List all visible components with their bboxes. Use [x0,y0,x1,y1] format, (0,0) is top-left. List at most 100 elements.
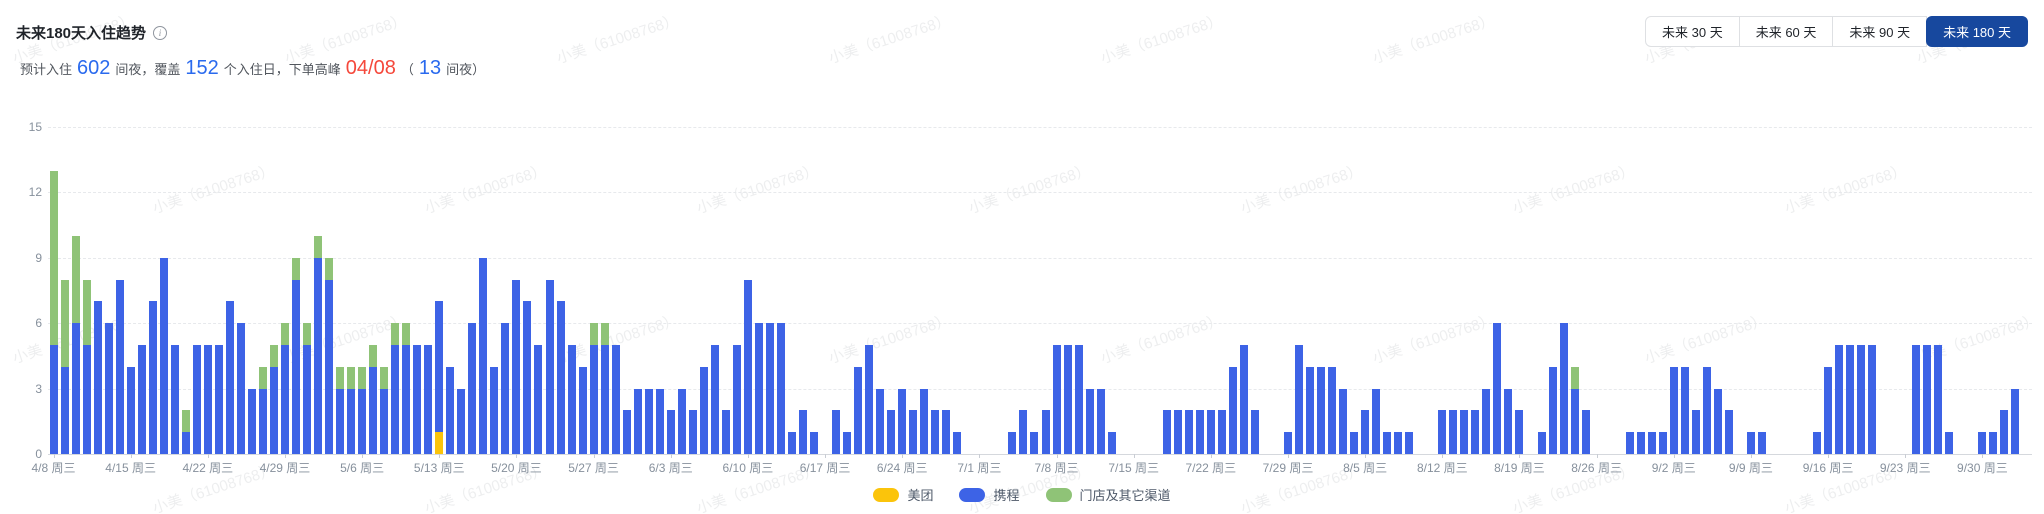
bar-day-172[interactable] [1934,345,1943,454]
bar-day-170[interactable] [1912,345,1921,454]
legend-item-美团[interactable]: 美团 [873,485,933,504]
bar-day-13[interactable] [181,410,190,454]
bar-day-151[interactable] [1702,366,1711,454]
bar-day-69[interactable] [799,410,808,454]
bar-day-128[interactable] [1449,410,1458,454]
bar-day-26[interactable] [325,257,334,454]
bar-day-134[interactable] [1515,410,1524,454]
bar-day-17[interactable] [225,301,234,454]
bar-day-145[interactable] [1636,432,1645,454]
bar-day-6[interactable] [104,323,113,454]
bar-day-70[interactable] [810,432,819,454]
bar-day-124[interactable] [1405,432,1414,454]
bar-day-56[interactable] [655,388,664,454]
bar-day-21[interactable] [269,345,278,454]
bar-day-4[interactable] [82,279,91,454]
bar-day-176[interactable] [1978,432,1987,454]
bar-day-93[interactable] [1063,345,1072,454]
bar-day-78[interactable] [898,388,907,454]
bar-day-120[interactable] [1361,410,1370,454]
bar-day-25[interactable] [314,236,323,454]
bar-day-15[interactable] [203,345,212,454]
bar-day-28[interactable] [347,366,356,454]
bar-day-33[interactable] [402,323,411,454]
bar-day-7[interactable] [115,279,124,454]
bar-day-10[interactable] [148,301,157,454]
bar-day-166[interactable] [1868,345,1877,454]
bar-day-23[interactable] [292,257,300,454]
bar-day-80[interactable] [920,388,929,454]
bar-day-35[interactable] [424,345,433,454]
bar-day-107[interactable] [1217,410,1226,454]
bar-day-55[interactable] [644,388,653,454]
bar-day-103[interactable] [1173,410,1182,454]
bar-day-66[interactable] [765,323,774,454]
bar-day-39[interactable] [468,323,477,454]
tab-range-0[interactable]: 未来 30 天 [1645,16,1740,47]
bar-day-133[interactable] [1504,388,1513,454]
info-icon[interactable]: i [153,25,168,40]
bar-day-144[interactable] [1625,432,1634,454]
bar-day-123[interactable] [1394,432,1403,454]
bar-day-50[interactable] [589,323,598,454]
bar-day-114[interactable] [1295,345,1304,454]
bar-day-74[interactable] [854,366,863,454]
bar-day-97[interactable] [1107,432,1116,454]
bar-day-38[interactable] [457,388,466,454]
bar-day-42[interactable] [501,323,510,454]
bar-day-82[interactable] [942,410,951,454]
bar-day-179[interactable] [2011,388,2020,454]
bar-day-8[interactable] [126,366,135,454]
bar-day-108[interactable] [1228,366,1237,454]
bar-day-129[interactable] [1460,410,1469,454]
bar-day-173[interactable] [1945,432,1954,454]
bar-day-3[interactable] [71,236,80,454]
bar-day-164[interactable] [1846,345,1855,454]
bar-day-83[interactable] [953,432,962,454]
bar-day-32[interactable] [391,323,400,454]
bar-day-77[interactable] [887,410,896,454]
bar-day-162[interactable] [1824,366,1833,454]
bar-day-72[interactable] [832,410,841,454]
bar-day-54[interactable] [633,388,642,454]
bar-day-90[interactable] [1030,432,1039,454]
bar-day-76[interactable] [876,388,885,454]
bar-day-68[interactable] [788,432,796,454]
bar-day-18[interactable] [236,323,245,454]
bar-day-94[interactable] [1074,345,1083,454]
bar-day-104[interactable] [1184,410,1193,454]
legend-item-门店及其它渠道[interactable]: 门店及其它渠道 [1045,485,1171,504]
bar-day-20[interactable] [258,366,267,454]
bar-day-61[interactable] [710,345,719,454]
tab-range-3[interactable]: 未来 180 天 [1926,16,2028,47]
bar-day-12[interactable] [170,345,179,454]
bar-day-139[interactable] [1570,366,1579,454]
bar-day-53[interactable] [622,410,631,454]
tab-range-2[interactable]: 未来 90 天 [1832,16,1928,47]
bar-day-91[interactable] [1041,410,1050,454]
bar-day-47[interactable] [556,301,565,454]
bar-day-58[interactable] [677,388,686,454]
bar-day-63[interactable] [732,345,741,454]
bar-day-96[interactable] [1096,388,1105,454]
bar-day-27[interactable] [336,366,345,454]
chart-canvas[interactable] [48,127,2032,455]
bar-day-147[interactable] [1658,432,1667,454]
bar-day-37[interactable] [446,366,455,454]
bar-day-14[interactable] [192,345,201,454]
bar-day-59[interactable] [688,410,697,454]
bar-day-57[interactable] [666,410,675,454]
bar-day-110[interactable] [1250,410,1259,454]
bar-day-105[interactable] [1195,410,1204,454]
bar-day-102[interactable] [1162,410,1171,454]
bar-day-31[interactable] [380,366,389,454]
bar-day-64[interactable] [743,279,752,454]
bar-day-49[interactable] [578,366,587,454]
bar-day-161[interactable] [1813,432,1822,454]
bar-day-34[interactable] [413,345,422,454]
bar-day-127[interactable] [1438,410,1447,454]
bar-day-95[interactable] [1085,388,1094,454]
bar-day-165[interactable] [1857,345,1866,454]
bar-day-40[interactable] [479,257,488,454]
bar-day-22[interactable] [280,323,289,454]
